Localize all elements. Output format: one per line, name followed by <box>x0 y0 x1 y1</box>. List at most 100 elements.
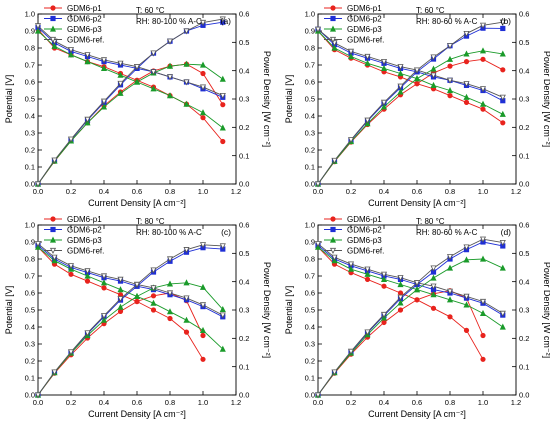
x-tick-label: 0.2 <box>66 187 76 196</box>
y2-tick-label: 0.6 <box>239 221 249 230</box>
power-point <box>479 22 487 29</box>
potential-point <box>150 85 157 92</box>
legend-item-ref: GDM6-ref. <box>44 246 104 255</box>
power-line <box>37 244 223 396</box>
potential-line <box>37 246 224 350</box>
power-point <box>463 50 470 57</box>
legend-marker <box>329 236 337 243</box>
potential-point <box>219 345 226 352</box>
y-tick-label: 0.2 <box>305 357 315 366</box>
potential-point <box>430 72 437 79</box>
chart-panel-3: 0.0 0.2 0.4 0.6 0.8 1.0 1.20.00.10.20.30.40.50… <box>4 215 272 419</box>
power-point <box>364 117 371 124</box>
potential-point <box>117 286 124 293</box>
potential-point <box>183 100 190 107</box>
potential-point <box>166 92 174 99</box>
y-tick-label: 0.6 <box>305 289 315 298</box>
legend-marker <box>50 15 56 22</box>
y2-tick-label: 0.0 <box>239 180 249 189</box>
potential-point <box>34 23 42 30</box>
power-point <box>499 264 506 271</box>
x-tick-label: 1.2 <box>511 187 521 196</box>
y-tick-label: 0.1 <box>25 163 35 172</box>
power-point <box>347 137 355 144</box>
y-axis-title: Potential [V] <box>4 75 14 124</box>
potential-point <box>463 327 470 333</box>
potential-point <box>500 120 506 126</box>
power-point <box>397 299 404 306</box>
potential-point <box>446 296 454 303</box>
potential-point <box>397 290 404 296</box>
power-line <box>37 18 223 185</box>
y-tick-label: 0.3 <box>25 129 35 138</box>
legend-marker <box>50 216 56 222</box>
potential-point <box>100 279 108 286</box>
x-axis-title: Current Density [A cm⁻²] <box>88 409 186 419</box>
potential-point <box>150 69 157 76</box>
potential-point <box>51 42 58 49</box>
potential-point <box>183 79 190 86</box>
annotation-humidity: RH: 80-100 % A-C <box>136 17 202 26</box>
y-tick-label: 0.3 <box>305 340 315 349</box>
potential-point <box>380 275 388 283</box>
potential-point <box>364 59 371 66</box>
potential-point <box>499 310 506 317</box>
y2-tick-label: 0.1 <box>519 362 529 371</box>
potential-line <box>37 246 204 360</box>
y2-tick-label: 0.4 <box>239 277 249 286</box>
potential-point <box>480 356 486 362</box>
power-point <box>150 267 157 274</box>
chart-panel-4: 0.0 0.2 0.4 0.6 0.8 1.0 1.20.00.10.20.30.40.50… <box>284 215 550 419</box>
potential-line <box>37 25 223 97</box>
potential-point <box>100 64 108 71</box>
power-point <box>463 244 470 251</box>
power-point <box>414 81 420 87</box>
series-p2 <box>315 239 506 398</box>
legend-item-p2: GDM6-p2 <box>324 14 382 23</box>
power-point <box>117 308 124 315</box>
y2-tick-label: 0.4 <box>519 277 529 286</box>
potential-point <box>479 100 487 107</box>
x-tick-label: 1.0 <box>478 187 488 196</box>
power-point <box>67 136 75 143</box>
power-point <box>166 38 174 45</box>
x-axis-title: Current Density [A cm⁻²] <box>88 198 186 208</box>
series-p2 <box>35 19 226 187</box>
x-tick-label: 1.2 <box>511 398 521 407</box>
power-point <box>499 50 506 57</box>
potential-point <box>166 74 174 81</box>
power-point <box>183 28 190 35</box>
potential-point <box>150 299 157 306</box>
panel-label: (a) <box>221 16 232 26</box>
x-tick-label: 0.6 <box>132 187 142 196</box>
potential-point <box>447 314 453 320</box>
potential-point <box>117 276 124 283</box>
y-axis-title: Potential [V] <box>284 75 294 124</box>
power-point <box>117 80 124 87</box>
y-tick-label: 0.6 <box>25 78 35 87</box>
y2-tick-label: 0.3 <box>239 95 249 104</box>
power-line <box>37 63 224 185</box>
power-point <box>430 65 437 72</box>
potential-point <box>480 106 486 112</box>
potential-point <box>430 305 437 311</box>
legend-label: GDM6-p1 <box>67 215 102 224</box>
potential-point <box>397 64 404 71</box>
power-point <box>67 349 75 356</box>
y2-tick-label: 0.5 <box>239 249 249 258</box>
y2-axis-title: Power Density [W cm⁻²] <box>542 262 550 358</box>
x-tick-label: 0.8 <box>165 398 175 407</box>
potential-point <box>199 302 207 309</box>
power-point <box>100 313 108 320</box>
legend-label: GDM6-p3 <box>347 236 382 245</box>
x-tick-label: 0.0 <box>313 398 323 407</box>
y2-tick-label: 0.0 <box>519 391 529 400</box>
power-point <box>499 239 506 247</box>
power-point <box>219 243 226 250</box>
potential-point <box>100 273 108 280</box>
legend-item-p2: GDM6-p2 <box>44 225 102 234</box>
potential-point <box>397 275 404 282</box>
potential-point <box>67 263 75 270</box>
power-point <box>397 83 404 90</box>
